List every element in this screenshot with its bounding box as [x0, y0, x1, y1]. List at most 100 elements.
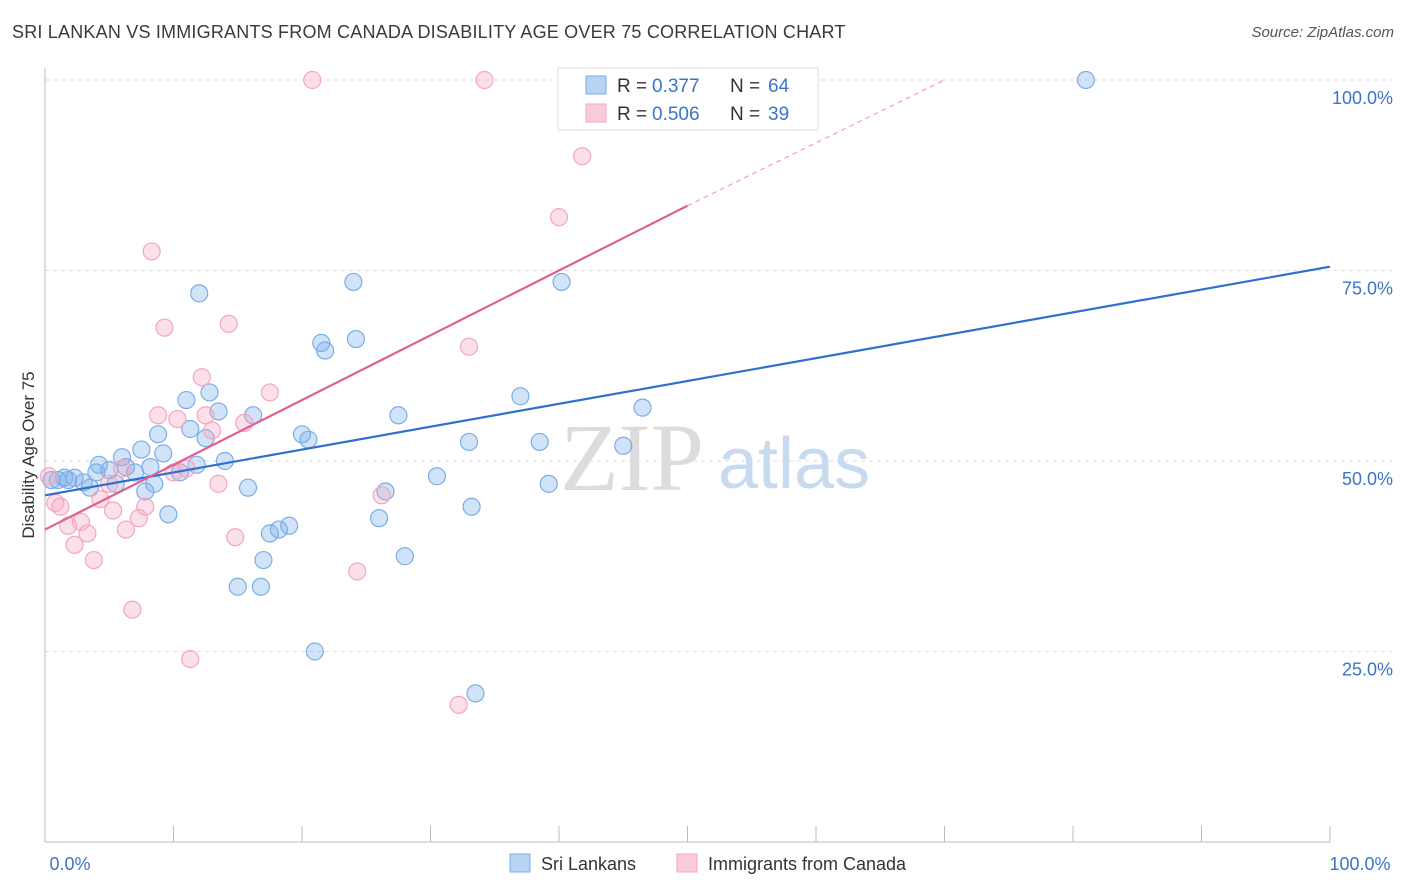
point-sri-lankans [1076, 70, 1095, 90]
point-sri-lankans [89, 455, 109, 474]
point-immigrants-canada [168, 409, 187, 429]
point-immigrants-canada [475, 70, 494, 90]
point-sri-lankans [305, 642, 324, 661]
source-label: Source: ZipAtlas.com [1251, 24, 1394, 41]
point-immigrants-canada [196, 406, 215, 425]
point-sri-lankans [389, 406, 408, 425]
point-sri-lankans [200, 383, 219, 402]
legend-n-value-1: 64 [768, 76, 790, 97]
point-sri-lankans [215, 451, 234, 471]
point-immigrants-canada [372, 486, 391, 505]
point-immigrants-canada [65, 535, 84, 554]
point-immigrants-canada [112, 459, 132, 478]
point-sri-lankans [154, 444, 173, 463]
point-sri-lankans [196, 429, 215, 448]
legend-swatch-sri-lankans [585, 75, 607, 95]
point-sri-lankans [65, 468, 84, 487]
x-axis-ticks [44, 826, 1331, 842]
y-axis-tick-labels: 25.0% 50.0% 75.0% 100.0% [1332, 88, 1393, 680]
point-immigrants-canada [71, 512, 91, 532]
point-immigrants-canada [226, 528, 245, 547]
trend-lines [44, 79, 1331, 531]
bottom-legend-label-sri-lankans: Sri Lankans [541, 854, 636, 874]
point-immigrants-canada [136, 497, 155, 516]
bottom-legend-swatch-immigrants-canada [676, 853, 698, 873]
point-sri-lankans [159, 505, 178, 524]
point-sri-lankans [132, 440, 151, 459]
bottom-legend-label-immigrants-canada: Immigrants from Canada [708, 854, 907, 874]
point-sri-lankans [190, 284, 209, 303]
legend-swatch-immigrants-canada [585, 103, 607, 123]
point-sri-lankans [614, 436, 633, 455]
legend-r-value-1: 0.377 [652, 76, 700, 97]
point-immigrants-canada [39, 467, 58, 486]
x-tick-label-min: 0.0% [49, 854, 90, 874]
point-immigrants-canada [148, 406, 168, 425]
point-immigrants-canada [202, 421, 222, 440]
point-sri-lankans [316, 341, 335, 360]
watermark-atlas: atlas [718, 424, 870, 504]
point-immigrants-canada [192, 368, 211, 387]
point-sri-lankans [346, 329, 366, 349]
chart-title: SRI LANKAN VS IMMIGRANTS FROM CANADA DIS… [12, 22, 846, 42]
point-sri-lankans [269, 520, 288, 539]
y-axis-label: Disability Age Over 75 [19, 371, 38, 538]
point-immigrants-canada [104, 501, 123, 520]
point-immigrants-canada [181, 650, 200, 669]
point-immigrants-canada [348, 562, 367, 581]
watermark-zip: ZIP [560, 404, 704, 511]
point-sri-lankans [254, 550, 273, 570]
point-immigrants-canada [78, 524, 97, 543]
legend-r-label-1: R = [617, 76, 647, 97]
point-sri-lankans [395, 547, 414, 566]
point-sri-lankans [552, 272, 571, 292]
point-immigrants-canada [51, 497, 70, 516]
y-tick-label: 100.0% [1332, 88, 1393, 108]
point-sri-lankans [344, 272, 363, 292]
legend-r-label-2: R = [617, 104, 647, 125]
bottom-legend-swatch-sri-lankans [509, 853, 531, 873]
trend-line-immigrants-canada [44, 204, 688, 531]
point-immigrants-canada [303, 70, 322, 90]
point-sri-lankans [370, 509, 389, 528]
point-sri-lankans [539, 474, 558, 493]
point-immigrants-canada [219, 314, 238, 333]
point-sri-lankans [238, 478, 258, 497]
trend-extension-immigrants-canada [687, 79, 945, 207]
point-immigrants-canada [129, 509, 148, 528]
series-legend: Sri Lankans Immigrants from Canada [509, 853, 907, 874]
point-immigrants-canada [449, 695, 468, 714]
point-immigrants-canada [155, 318, 174, 337]
point-sri-lankans [427, 467, 447, 486]
point-sri-lankans [280, 516, 299, 535]
legend-n-value-2: 39 [768, 104, 789, 125]
y-tick-label: 50.0% [1342, 469, 1393, 489]
correlation-legend: R = 0.377 N = 64 R = 0.506 N = 39 [557, 67, 819, 131]
point-immigrants-canada [549, 208, 569, 227]
point-immigrants-canada [84, 550, 103, 570]
point-immigrants-canada [573, 147, 592, 166]
point-immigrants-canada [459, 337, 479, 356]
point-sri-lankans [459, 432, 479, 452]
point-immigrants-canada [142, 242, 161, 261]
point-sri-lankans [260, 524, 279, 543]
point-sri-lankans [633, 398, 652, 417]
point-sri-lankans [181, 419, 200, 439]
legend-r-value-2: 0.506 [652, 104, 700, 125]
point-sri-lankans [148, 425, 168, 444]
x-tick-label-max: 100.0% [1329, 854, 1390, 874]
legend-n-label-2: N = [730, 104, 760, 125]
gridlines [45, 79, 1392, 652]
point-sri-lankans [228, 577, 247, 596]
legend-n-label-1: N = [730, 76, 760, 97]
point-sri-lankans [466, 684, 485, 703]
point-sri-lankans [177, 390, 196, 410]
point-sri-lankans [511, 387, 530, 406]
point-immigrants-canada [116, 520, 136, 539]
point-immigrants-canada [123, 600, 142, 619]
point-immigrants-canada [209, 474, 228, 493]
point-sri-lankans [462, 497, 481, 516]
trend-line-sri-lankans [44, 265, 1331, 497]
y-tick-label: 25.0% [1342, 660, 1393, 680]
data-points [39, 70, 1095, 714]
